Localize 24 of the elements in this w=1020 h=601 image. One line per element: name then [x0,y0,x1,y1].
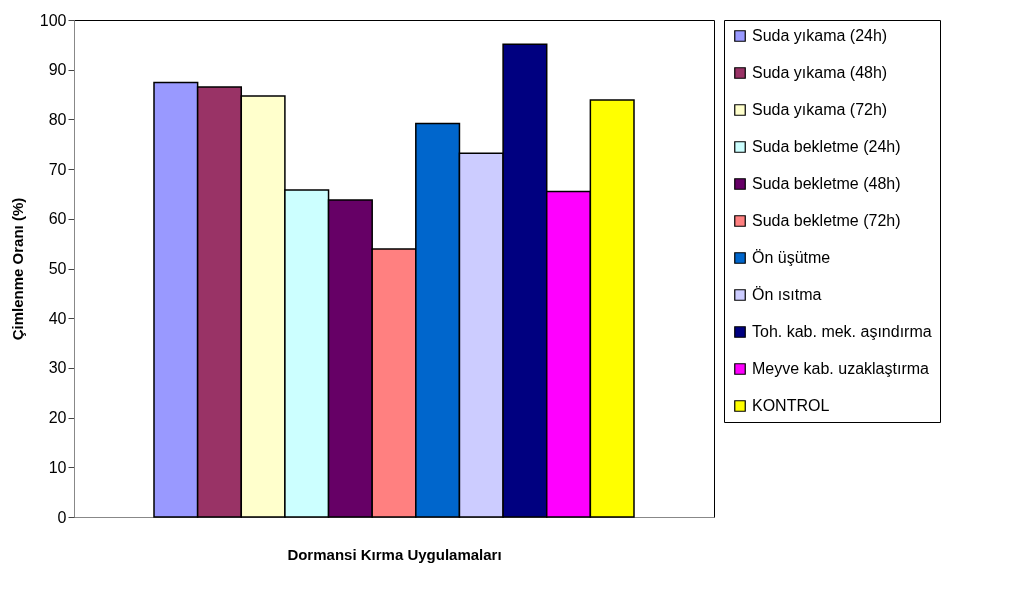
legend-label: Toh. kab. mek. aşındırma [752,323,932,340]
y-tick-label: 20 [48,409,67,427]
y-tick-label: 100 [39,11,67,29]
legend-label: Suda yıkama (72h) [752,101,888,118]
legend-label: Ön üşütme [752,249,831,266]
y-tick-label: 50 [48,260,67,277]
y-tick-label: 60 [48,210,67,228]
y-axis-title: Çimlenme Oranı (%) [8,197,26,341]
y-tick-label: 30 [48,359,67,377]
legend-label: Meyve kab. uzaklaştırma [752,360,930,377]
x-axis-title: Dormansi Kırma Uygulamaları [287,545,502,563]
legend-label: KONTROL [752,397,830,414]
y-tick-label: 40 [48,309,67,327]
legend-label: Suda bekletme (48h) [752,175,901,192]
legend-label: Ön ısıtma [752,286,822,303]
legend-label: Suda bekletme (72h) [752,212,901,229]
y-tick-label: 10 [48,458,67,476]
y-tick-label: 0 [57,508,67,526]
legend-label: Suda yıkama (24h) [752,27,888,44]
y-tick-label: 70 [48,160,67,178]
legend-label: Suda bekletme (24h) [752,138,901,155]
y-tick-label: 90 [48,61,67,79]
legend-label: Suda yıkama (48h) [752,64,888,81]
y-tick-label: 80 [48,110,67,128]
